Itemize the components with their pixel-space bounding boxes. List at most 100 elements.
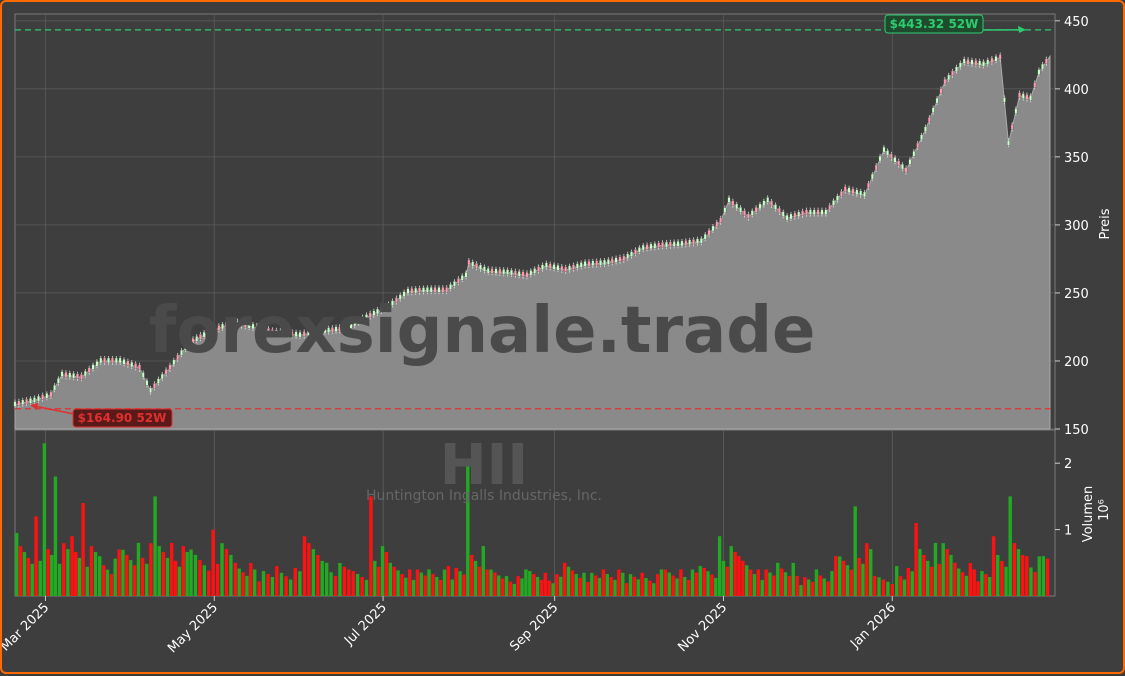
volume-bar: [602, 569, 605, 596]
volume-bar: [973, 569, 976, 596]
volume-bar: [86, 567, 89, 596]
volume-bar: [404, 578, 407, 596]
candle-body: [149, 388, 151, 393]
volume-bar: [613, 580, 616, 596]
candle-body: [825, 210, 827, 215]
volume-bar: [788, 576, 791, 596]
volume-bar: [166, 558, 169, 596]
time-tick-label: May 2025: [165, 600, 221, 656]
candle-body: [561, 266, 563, 271]
candle-body: [886, 150, 888, 155]
low-52w-label: $164.90 52W: [78, 411, 167, 425]
volume-bar: [185, 552, 188, 596]
volume-bar: [316, 555, 319, 596]
volume-bar: [1008, 496, 1011, 596]
volume-bar: [114, 559, 117, 596]
candle-body: [739, 207, 741, 212]
volume-bar: [62, 543, 65, 596]
volume-bar: [352, 571, 355, 596]
candle-body: [22, 400, 24, 405]
volume-bar: [679, 569, 682, 596]
candle-body: [430, 287, 432, 292]
candle-body: [863, 192, 865, 197]
candle-body: [634, 249, 636, 254]
volume-bar: [141, 558, 144, 596]
candle-body: [642, 245, 644, 250]
candle-body: [657, 243, 659, 248]
volume-bar: [882, 580, 885, 596]
volume-bar: [194, 555, 197, 596]
candle-body: [607, 259, 609, 264]
volume-bar: [66, 549, 69, 596]
candle-body: [801, 211, 803, 216]
candle-body: [588, 261, 590, 266]
candle-body: [704, 234, 706, 239]
volume-bar: [1017, 549, 1020, 596]
volume-bar: [253, 569, 256, 596]
price-tick-label: 300: [1064, 219, 1089, 234]
candle-body: [96, 361, 98, 366]
candle-body: [453, 281, 455, 286]
volume-bar: [792, 563, 795, 596]
volume-bar: [891, 584, 894, 596]
volume-bar: [381, 546, 384, 596]
volume-bar: [745, 565, 748, 596]
volume-bar: [953, 563, 956, 596]
volume-bar: [749, 570, 752, 596]
volume-bar: [198, 560, 201, 596]
volume-bar: [886, 582, 889, 596]
volume-bar: [1004, 567, 1007, 596]
time-tick-label: Jul 2025: [341, 600, 390, 649]
candle-body: [948, 75, 950, 80]
volume-bar: [454, 568, 457, 596]
volume-bar: [551, 583, 554, 596]
candle-body: [483, 267, 485, 272]
candle-body: [1007, 140, 1009, 145]
candle-body: [103, 358, 105, 363]
volume-bar: [648, 581, 651, 596]
price-tick-label: 400: [1064, 83, 1089, 98]
candle-body: [407, 289, 409, 294]
volume-bar: [899, 576, 902, 596]
candle-body: [626, 254, 628, 259]
volume-bar: [420, 573, 423, 596]
candle-body: [526, 272, 528, 277]
candle-body: [119, 358, 121, 363]
volume-bar: [621, 573, 624, 596]
price-tick-label: 250: [1064, 287, 1089, 302]
candle-body: [685, 240, 687, 245]
volume-bar: [911, 571, 914, 596]
volume-bar: [216, 564, 219, 596]
volume-bar: [823, 578, 826, 596]
candle-body: [84, 371, 86, 376]
candle-body: [518, 271, 520, 276]
candle-body: [936, 98, 938, 103]
volume-bar: [443, 570, 446, 596]
volume-bar: [329, 572, 332, 596]
candle-body: [33, 397, 35, 402]
candle-body: [1034, 82, 1036, 87]
candle-body: [18, 401, 20, 406]
candle-body: [503, 269, 505, 274]
volume-bar: [81, 503, 84, 596]
candle-body: [530, 270, 532, 275]
volume-bar: [629, 574, 632, 596]
volume-bar: [182, 546, 185, 596]
volume-bar: [174, 561, 177, 596]
volume-bar: [106, 570, 109, 596]
volume-bar: [307, 543, 310, 596]
candle-body: [898, 161, 900, 166]
candle-body: [794, 213, 796, 218]
volume-bar: [582, 573, 585, 596]
volume-bar: [540, 580, 543, 596]
volume-bar: [321, 561, 324, 596]
candle-body: [875, 165, 877, 170]
volume-bar: [203, 565, 206, 596]
volume-bar: [656, 574, 659, 596]
volume-bar: [826, 581, 829, 596]
volume-bar: [761, 580, 764, 596]
watermark: forexsignale.trade: [149, 294, 816, 368]
volume-bar: [559, 577, 562, 596]
candle-body: [999, 55, 1001, 60]
